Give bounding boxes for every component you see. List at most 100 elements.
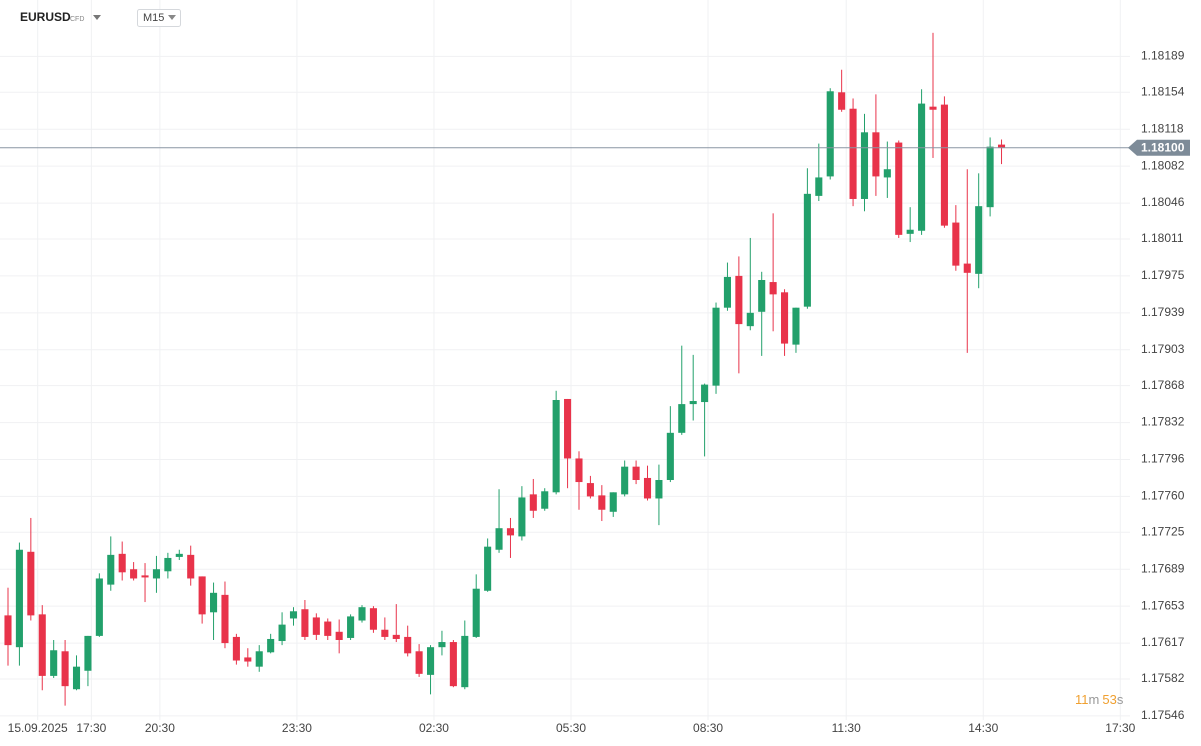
x-tick-label: 20:30 xyxy=(145,721,175,735)
candle-body xyxy=(929,106,937,110)
timer: 11m 53s xyxy=(1075,692,1124,707)
candle-body xyxy=(598,495,606,510)
candle-body xyxy=(643,477,652,499)
candle-body xyxy=(952,222,960,266)
candle-body xyxy=(278,624,286,642)
candle-body xyxy=(38,614,46,676)
y-tick-label: 1.17582 xyxy=(1141,671,1185,685)
candle-body xyxy=(27,551,35,616)
x-tick-label: 23:30 xyxy=(282,721,312,735)
candle-body xyxy=(792,307,800,345)
candle-body xyxy=(781,292,789,344)
candle-body xyxy=(575,458,583,483)
grid xyxy=(0,0,1130,720)
y-tick-label: 1.18118 xyxy=(1141,121,1184,135)
candle-body xyxy=(84,635,92,671)
candle-body xyxy=(232,636,240,661)
candle-body xyxy=(244,657,252,662)
y-tick-label: 1.17689 xyxy=(1141,561,1185,575)
timeframe-button[interactable] xyxy=(137,9,181,27)
candle-body xyxy=(758,280,766,312)
candle-body xyxy=(860,132,869,199)
candle-body xyxy=(449,642,457,687)
candle-body xyxy=(118,553,126,573)
candle-body xyxy=(472,588,480,637)
candle-body xyxy=(815,177,823,196)
candle-body xyxy=(61,651,69,687)
x-tick-label: 05:30 xyxy=(556,721,586,735)
candle-body xyxy=(461,635,469,688)
candle-body xyxy=(769,282,777,295)
candle-body xyxy=(324,621,332,636)
candle-body xyxy=(849,108,857,199)
candle-body xyxy=(689,401,697,405)
x-tick-label: 02:30 xyxy=(419,721,449,735)
candle-body xyxy=(289,611,298,619)
y-tick-label: 1.17796 xyxy=(1141,452,1185,466)
candle-body xyxy=(50,650,58,676)
candle-body xyxy=(655,480,663,499)
timer-s: s xyxy=(1117,692,1124,707)
overlay: 1.18189 1.18154 1.18118 1.18082 1.18046 1.180… xyxy=(0,49,1190,735)
y-tick-label: 1.17617 xyxy=(1141,635,1185,649)
candle-body xyxy=(152,569,160,579)
candle-body xyxy=(267,638,275,653)
symbol-dropdown[interactable] xyxy=(93,15,101,20)
timer-m: m xyxy=(1089,692,1100,707)
candle-body xyxy=(746,312,754,327)
candles xyxy=(4,32,1006,706)
y-tick-label: 1.17546 xyxy=(1141,708,1185,722)
candle-body xyxy=(198,576,206,615)
symbol[interactable]: EURUSD xyxy=(20,10,71,24)
last-price-tag xyxy=(1128,139,1190,156)
candle-body xyxy=(358,607,366,621)
candle-body xyxy=(872,132,880,177)
candle-body xyxy=(666,432,674,480)
y-tick-label: 1.17939 xyxy=(1141,305,1185,319)
candle-body xyxy=(678,404,686,433)
candle-body xyxy=(107,554,115,585)
candle-body xyxy=(838,92,846,110)
candle-body xyxy=(940,104,948,226)
candle-body xyxy=(723,276,731,308)
candle-body xyxy=(255,651,263,667)
candle-body xyxy=(552,400,560,493)
candle-body xyxy=(963,263,971,273)
candle-body xyxy=(415,651,423,674)
x-tick-label: 17:30 xyxy=(1105,721,1135,735)
candle-body xyxy=(803,193,811,307)
candle-body xyxy=(609,492,617,512)
candle-body xyxy=(426,647,435,675)
candle-body xyxy=(95,578,103,636)
candle-body xyxy=(369,608,377,630)
candle-body xyxy=(130,569,138,579)
candle-body xyxy=(438,642,446,648)
timeframe[interactable]: M15 xyxy=(143,12,164,24)
candle-body xyxy=(918,103,926,231)
x-tick-label: 17:30 xyxy=(76,721,106,735)
candle-body xyxy=(141,575,149,578)
y-tick-label: 1.18082 xyxy=(1141,158,1185,172)
y-tick-label: 1.18046 xyxy=(1141,195,1185,209)
timeframe-dropdown[interactable] xyxy=(168,15,176,20)
candle-body xyxy=(632,466,640,480)
candle-body xyxy=(164,557,172,572)
y-tick-label: 1.17903 xyxy=(1141,342,1185,356)
candle-body xyxy=(72,666,81,690)
y-tick-label: 1.18011 xyxy=(1141,231,1184,245)
candle-body xyxy=(15,549,23,648)
candle-body xyxy=(495,528,503,550)
candle-body xyxy=(564,398,572,459)
candle-body xyxy=(735,275,743,325)
candle-body xyxy=(712,307,720,386)
y-tick-label: 1.17760 xyxy=(1141,489,1185,503)
candle-body xyxy=(541,491,549,509)
candle-body xyxy=(381,629,389,637)
y-tick-label: 1.18154 xyxy=(1141,84,1185,98)
timer-minutes: 11 xyxy=(1075,692,1089,707)
candle-body xyxy=(506,528,515,536)
candle-body xyxy=(621,466,629,495)
candle-body xyxy=(586,483,594,497)
